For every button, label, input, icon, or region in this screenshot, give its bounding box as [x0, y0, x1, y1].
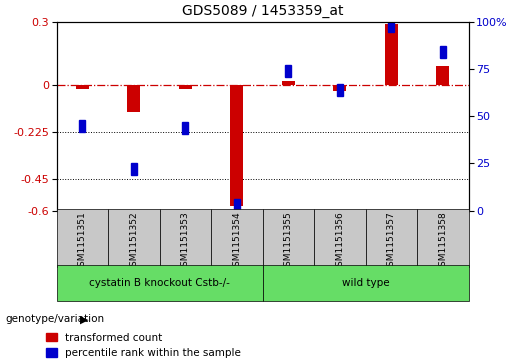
Text: GSM1151353: GSM1151353: [181, 212, 190, 272]
Bar: [385, 24, 398, 85]
Bar: [334, 85, 346, 91]
Text: GSM1151356: GSM1151356: [335, 212, 345, 272]
Bar: [57, 209, 108, 267]
Text: ▶: ▶: [80, 314, 89, 325]
Bar: [282, 81, 295, 85]
Text: wild type: wild type: [342, 278, 389, 288]
Bar: [108, 209, 160, 267]
Bar: [314, 209, 366, 267]
Bar: [234, 199, 240, 211]
Bar: [440, 46, 446, 58]
Bar: [211, 209, 263, 267]
Bar: [231, 85, 244, 206]
Text: GSM1151357: GSM1151357: [387, 212, 396, 272]
Bar: [366, 209, 417, 267]
Bar: [79, 120, 85, 132]
Bar: [160, 209, 211, 267]
Text: GSM1151355: GSM1151355: [284, 212, 293, 272]
Text: cystatin B knockout Cstb-/-: cystatin B knockout Cstb-/-: [89, 278, 230, 288]
Bar: [388, 20, 394, 32]
Text: GSM1151351: GSM1151351: [78, 212, 87, 272]
Bar: [131, 163, 137, 175]
Bar: [128, 85, 140, 112]
Bar: [285, 65, 291, 77]
Bar: [263, 265, 469, 301]
Text: GSM1151354: GSM1151354: [232, 212, 242, 272]
Bar: [179, 85, 192, 89]
Text: GSM1151358: GSM1151358: [438, 212, 448, 272]
Text: GSM1151352: GSM1151352: [129, 212, 139, 272]
Bar: [337, 84, 343, 96]
Text: genotype/variation: genotype/variation: [5, 314, 104, 325]
Bar: [76, 85, 89, 89]
Bar: [437, 66, 449, 85]
Title: GDS5089 / 1453359_at: GDS5089 / 1453359_at: [182, 4, 344, 18]
Bar: [417, 209, 469, 267]
Bar: [182, 122, 188, 134]
Bar: [57, 265, 263, 301]
Legend: transformed count, percentile rank within the sample: transformed count, percentile rank withi…: [46, 333, 241, 358]
Bar: [263, 209, 314, 267]
